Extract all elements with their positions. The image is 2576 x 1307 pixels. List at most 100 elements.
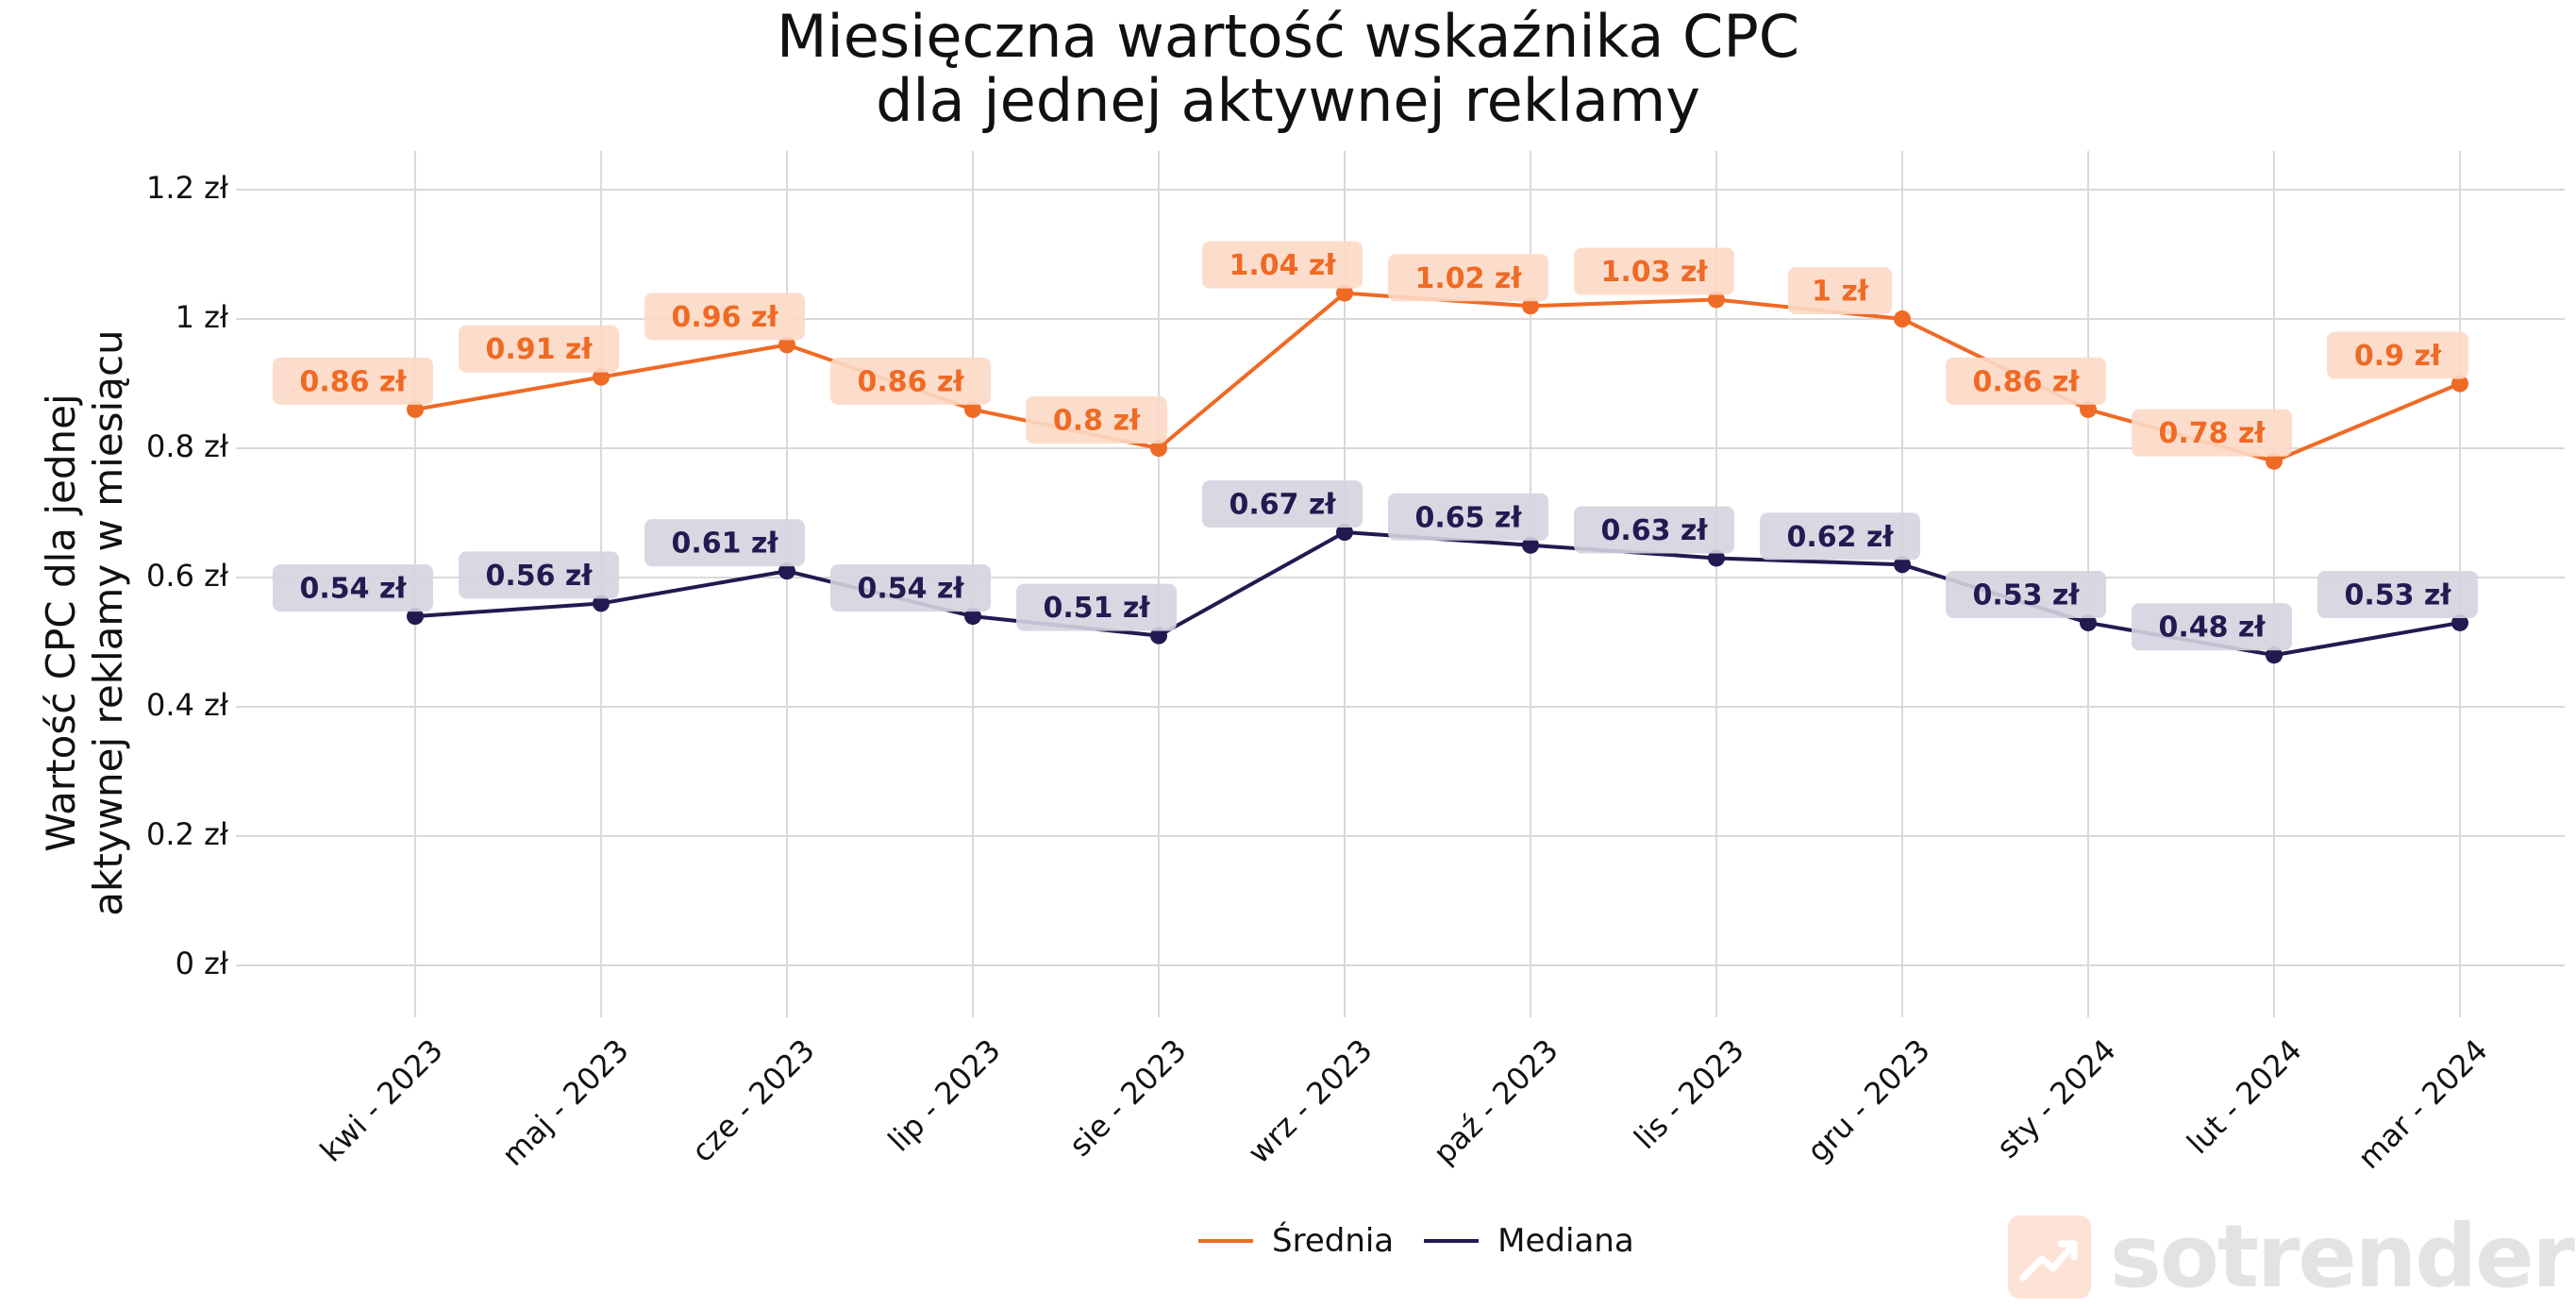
data-label: 0.61 zł xyxy=(671,528,778,561)
data-label: 0.62 zł xyxy=(1786,521,1894,554)
axis-layer: 0 zł 0.2 zł 0.4 zł 0.6 zł 0.8 zł 1 zł 1.2 zł kw… xyxy=(146,170,2495,1176)
legend-item-srednia[interactable]: Średnia xyxy=(1198,1222,1394,1260)
data-label-box xyxy=(273,357,433,405)
data-label-box xyxy=(459,551,619,599)
data-label: 0.86 zł xyxy=(299,365,407,398)
y-tick-label: 1.2 zł xyxy=(146,170,229,206)
data-label: 0.54 zł xyxy=(299,573,407,606)
y-tick-label: 1 zł xyxy=(176,299,229,335)
data-label: 0.96 zł xyxy=(671,301,778,334)
sotrender-logo: sotrender xyxy=(2008,1206,2575,1307)
data-point xyxy=(2451,375,2468,393)
data-label: 1.03 zł xyxy=(1600,256,1708,289)
data-label-box xyxy=(1026,396,1167,444)
x-tick-label: wrz - 2023 xyxy=(1241,1032,1380,1171)
data-label: 1.02 zł xyxy=(1414,262,1522,295)
data-point xyxy=(1336,524,1353,542)
data-label-layer: 0.86 zł 0.91 zł 0.96 zł 0.86 zł 0.8 zł 1.04 z… xyxy=(273,241,2478,651)
data-label: 0.67 zł xyxy=(1229,489,1336,522)
data-label-box xyxy=(1946,570,2106,618)
x-tick-label: maj - 2023 xyxy=(494,1032,635,1173)
chart-title-line-2: dla jednej aktywnej reklamy xyxy=(876,66,1700,135)
data-label-box xyxy=(1946,357,2106,405)
data-point xyxy=(778,562,795,580)
legend-swatch-srednia xyxy=(1198,1239,1253,1243)
data-label: 0.63 zł xyxy=(1600,514,1708,547)
data-label-box xyxy=(1760,512,1920,561)
data-label-box xyxy=(644,519,805,567)
x-tick-label: gru - 2023 xyxy=(1800,1032,1937,1169)
x-tick-label: paź - 2023 xyxy=(1427,1032,1565,1171)
data-point xyxy=(407,400,424,418)
legend-swatch-mediana xyxy=(1424,1239,1480,1243)
legend-label-srednia: Średnia xyxy=(1272,1222,1395,1260)
data-point xyxy=(2266,646,2283,664)
data-point xyxy=(593,368,610,386)
data-label-box xyxy=(1788,267,1892,314)
x-tick-label: kwi - 2023 xyxy=(313,1032,450,1169)
legend-item-mediana[interactable]: Mediana xyxy=(1424,1222,1634,1260)
data-point xyxy=(1894,310,1911,327)
logo-text: sotrender xyxy=(2110,1206,2575,1307)
chart-title-line-1: Miesięczna wartość wskaźnika CPC xyxy=(776,2,1800,71)
data-label: 0.54 zł xyxy=(857,573,964,606)
trend-up-arrow-icon xyxy=(2008,1215,2091,1299)
data-point xyxy=(1708,291,1725,309)
data-label: 0.8 zł xyxy=(1053,405,1141,438)
data-label: 0.53 zł xyxy=(1972,578,2080,612)
data-label: 1 zł xyxy=(1812,276,1869,309)
data-label-box xyxy=(1016,583,1177,631)
data-label-box xyxy=(2317,570,2478,618)
x-tick-label: lut - 2024 xyxy=(2180,1032,2309,1162)
data-label-box xyxy=(644,293,805,341)
data-label: 0.91 zł xyxy=(485,333,593,366)
legend: Średnia Mediana xyxy=(1198,1222,1664,1260)
data-point xyxy=(964,400,981,418)
y-tick-label: 0.4 zł xyxy=(146,687,229,723)
data-label: 1.04 zł xyxy=(1229,249,1336,282)
data-point xyxy=(2451,613,2468,631)
data-label-box xyxy=(1388,493,1548,541)
data-point xyxy=(1894,556,1911,574)
data-label: 0.51 zł xyxy=(1043,592,1150,625)
data-point xyxy=(778,336,795,354)
data-label: 0.48 zł xyxy=(2158,612,2266,645)
data-point xyxy=(1522,536,1539,554)
data-label-box xyxy=(1574,506,1734,554)
data-point xyxy=(2080,400,2097,418)
data-point xyxy=(1150,627,1167,645)
data-label-box xyxy=(1574,247,1734,295)
data-label-box xyxy=(2132,603,2292,651)
data-point xyxy=(1150,440,1167,457)
data-label-box xyxy=(1388,254,1548,302)
data-point xyxy=(593,595,610,612)
data-label-box xyxy=(2327,331,2468,379)
data-label: 0.86 zł xyxy=(1972,365,2080,398)
y-tick-label: 0.2 zł xyxy=(146,816,229,852)
data-label-box xyxy=(1202,241,1363,289)
data-label: 0.86 zł xyxy=(857,365,964,398)
y-tick-label: 0.6 zł xyxy=(146,558,229,594)
x-tick-label: sty - 2024 xyxy=(1990,1032,2123,1165)
y-tick-label: 0 zł xyxy=(176,946,229,981)
data-label: 0.9 zł xyxy=(2354,340,2442,373)
data-label: 0.78 zł xyxy=(2158,417,2266,450)
data-label: 0.65 zł xyxy=(1414,501,1522,534)
data-label-box xyxy=(830,564,991,612)
data-label-box xyxy=(830,357,991,405)
y-tick-label: 0.8 zł xyxy=(146,428,229,464)
data-point xyxy=(2080,613,2097,631)
data-point xyxy=(964,608,981,626)
data-point xyxy=(1522,297,1539,315)
x-tick-label: mar - 2024 xyxy=(2350,1032,2494,1176)
x-tick-label: lip - 2023 xyxy=(881,1032,1008,1159)
legend-label-mediana: Mediana xyxy=(1497,1222,1634,1260)
data-label-box xyxy=(459,325,619,373)
data-label-box xyxy=(2132,409,2292,457)
x-tick-label: sie - 2023 xyxy=(1062,1032,1194,1164)
x-tick-label: lis - 2023 xyxy=(1627,1032,1750,1156)
data-label-box xyxy=(273,564,433,612)
data-point xyxy=(1708,549,1725,567)
data-label: 0.56 zł xyxy=(485,560,593,593)
